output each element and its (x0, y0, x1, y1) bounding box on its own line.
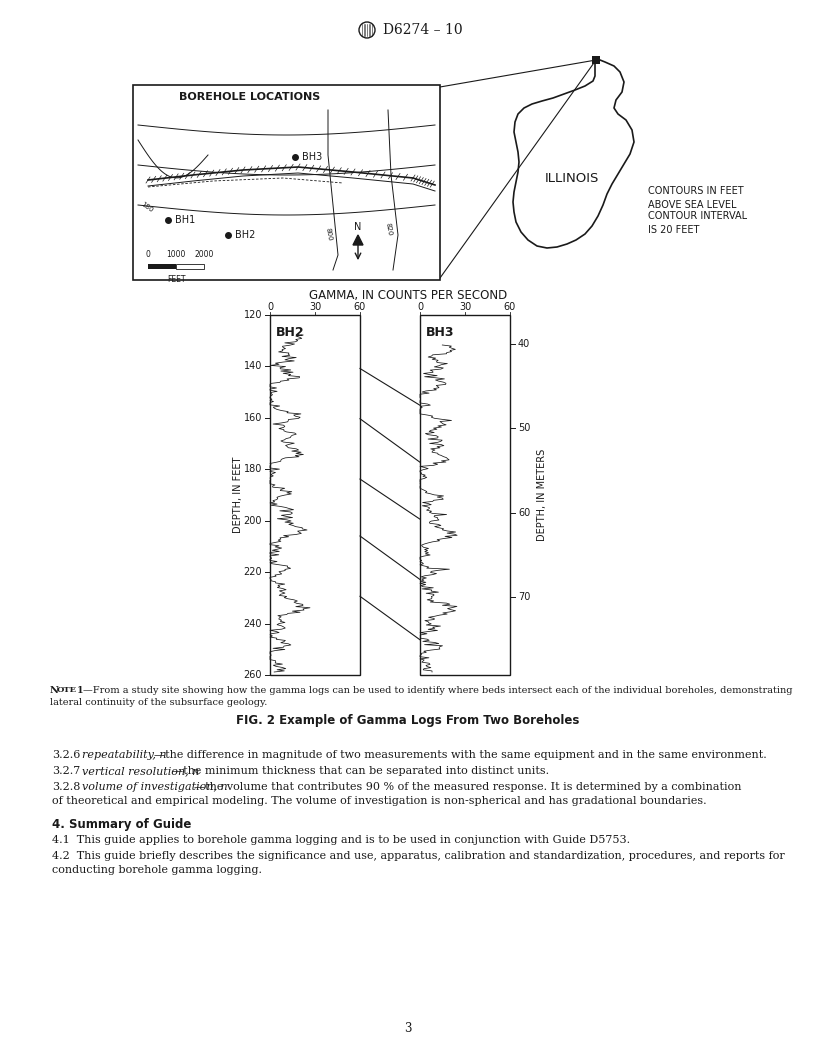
Text: 70: 70 (518, 592, 530, 602)
Text: volume of investigation, n: volume of investigation, n (82, 782, 228, 792)
Text: 30: 30 (309, 302, 322, 312)
Text: lateral continuity of the subsurface geology.: lateral continuity of the subsurface geo… (50, 698, 268, 708)
Text: 180: 180 (244, 465, 262, 474)
Bar (176, 264, 204, 269)
Text: BOREHOLE LOCATIONS: BOREHOLE LOCATIONS (179, 92, 321, 102)
Bar (592, 56, 600, 64)
Text: 260: 260 (243, 670, 262, 680)
Text: 0: 0 (267, 302, 273, 312)
Text: 200: 200 (243, 515, 262, 526)
Text: N: N (354, 222, 361, 232)
Text: 140: 140 (244, 361, 262, 372)
Text: 160: 160 (244, 413, 262, 422)
Text: 3: 3 (404, 1021, 412, 1035)
Text: FEET: FEET (166, 275, 185, 283)
Polygon shape (513, 58, 634, 248)
Text: OTE: OTE (56, 686, 77, 694)
Text: DEPTH, IN FEET: DEPTH, IN FEET (233, 457, 243, 533)
Text: 50: 50 (518, 423, 530, 433)
Text: 180: 180 (140, 202, 154, 214)
Text: 220: 220 (243, 567, 262, 578)
Text: 60: 60 (503, 302, 517, 312)
Text: D6274 – 10: D6274 – 10 (383, 23, 463, 37)
Text: 4. Summary of Guide: 4. Summary of Guide (52, 818, 192, 831)
Text: vertical resolution, n: vertical resolution, n (82, 766, 199, 776)
Text: 120: 120 (243, 310, 262, 320)
Text: 240: 240 (243, 619, 262, 628)
Text: 60: 60 (354, 302, 366, 312)
Text: N: N (50, 686, 59, 695)
Bar (270, 315, 360, 675)
Text: —From a study site showing how the gamma logs can be used to identify where beds: —From a study site showing how the gamma… (83, 686, 792, 695)
Text: 1000: 1000 (166, 250, 186, 259)
Text: 60: 60 (518, 508, 530, 517)
Bar (420, 315, 510, 675)
Text: CONTOUR INTERVAL
IS 20 FEET: CONTOUR INTERVAL IS 20 FEET (648, 211, 747, 235)
Text: 3.2.8: 3.2.8 (52, 782, 80, 792)
Text: 800: 800 (325, 227, 333, 241)
Text: 0: 0 (417, 302, 423, 312)
Text: GAMMA, IN COUNTS PER SECOND: GAMMA, IN COUNTS PER SECOND (309, 289, 507, 302)
Text: BH3: BH3 (302, 152, 322, 162)
Text: 4.2  This guide briefly describes the significance and use, apparatus, calibrati: 4.2 This guide briefly describes the sig… (52, 851, 785, 861)
Text: 40: 40 (518, 339, 530, 348)
Bar (133, 84, 440, 280)
Text: 3.2.6: 3.2.6 (52, 750, 80, 760)
Text: BH2: BH2 (276, 326, 304, 339)
Text: of theoretical and empirical modeling. The volume of investigation is non-spheri: of theoretical and empirical modeling. T… (52, 796, 707, 806)
Text: repeatability, n: repeatability, n (82, 750, 166, 760)
Text: 4.1  This guide applies to borehole gamma logging and is to be used in conjuncti: 4.1 This guide applies to borehole gamma… (52, 835, 630, 845)
Text: BH1: BH1 (175, 215, 195, 225)
Text: BH3: BH3 (426, 326, 455, 339)
Text: —the difference in magnitude of two measurements with the same equipment and in : —the difference in magnitude of two meas… (154, 750, 767, 760)
Text: BH2: BH2 (235, 230, 255, 240)
Polygon shape (353, 235, 363, 245)
Text: DEPTH, IN METERS: DEPTH, IN METERS (537, 449, 547, 541)
Text: 30: 30 (459, 302, 471, 312)
Text: —the volume that contributes 90 % of the measured response. It is determined by : —the volume that contributes 90 % of the… (194, 782, 742, 792)
Text: conducting borehole gamma logging.: conducting borehole gamma logging. (52, 865, 262, 875)
Text: 820: 820 (385, 222, 393, 235)
Text: 3.2.7: 3.2.7 (52, 766, 80, 776)
Text: 1: 1 (74, 686, 83, 695)
Text: FIG. 2 Example of Gamma Logs From Two Boreholes: FIG. 2 Example of Gamma Logs From Two Bo… (237, 714, 579, 727)
Text: 2000: 2000 (194, 250, 214, 259)
Text: ILLINOIS: ILLINOIS (545, 171, 599, 185)
Bar (148, 264, 176, 269)
Text: CONTOURS IN FEET
ABOVE SEA LEVEL: CONTOURS IN FEET ABOVE SEA LEVEL (648, 186, 743, 210)
Text: —the minimum thickness that can be separated into distinct units.: —the minimum thickness that can be separ… (172, 766, 549, 776)
Text: 0: 0 (145, 250, 150, 259)
